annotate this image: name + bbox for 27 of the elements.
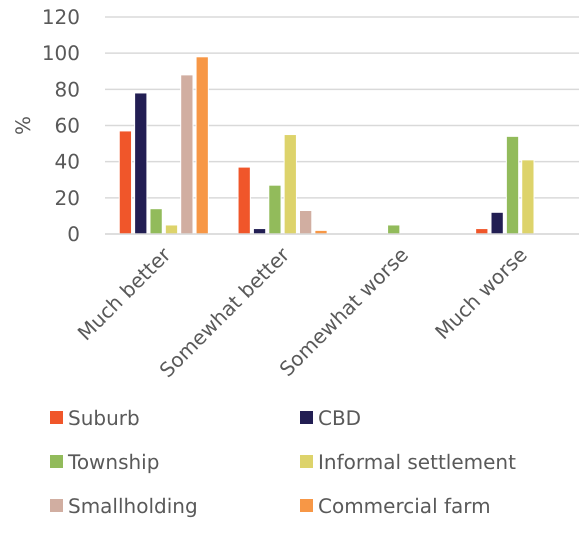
y-tick-label: 100 — [42, 41, 80, 66]
y-tick-label: 120 — [42, 5, 80, 29]
bar — [149, 208, 163, 234]
y-tick-label: 40 — [54, 150, 80, 174]
legend-label: Township — [67, 450, 160, 474]
y-tick-label: 0 — [67, 222, 80, 246]
bar — [284, 134, 297, 234]
bar — [506, 136, 520, 234]
legend-label: CBD — [318, 406, 362, 430]
y-axis-title: % — [11, 116, 35, 136]
bar — [238, 166, 251, 234]
y-tick-label: 20 — [54, 186, 80, 210]
legend-label: Suburb — [68, 406, 140, 430]
bar — [299, 210, 312, 234]
bar — [196, 56, 209, 234]
y-tick-label: 60 — [54, 114, 80, 138]
legend-label: Smallholding — [68, 494, 198, 518]
bar — [490, 212, 504, 234]
legend-label: Informal settlement — [318, 450, 516, 474]
bar — [521, 159, 535, 234]
y-tick-label: 80 — [54, 77, 80, 102]
bar — [268, 184, 282, 234]
bar — [134, 92, 148, 234]
bar — [118, 130, 132, 234]
bar — [180, 74, 194, 234]
bar — [387, 224, 400, 234]
legend-label: Commercial farm — [318, 494, 491, 518]
